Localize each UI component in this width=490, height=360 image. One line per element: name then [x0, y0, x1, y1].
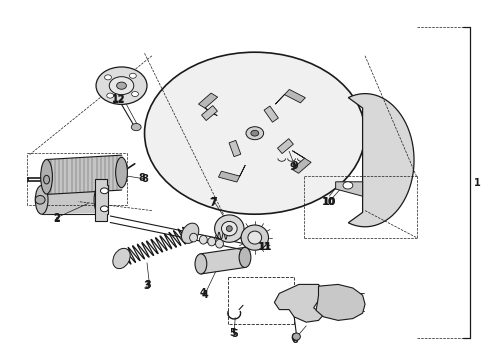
Polygon shape [42, 185, 100, 214]
Polygon shape [292, 151, 311, 173]
Ellipse shape [181, 223, 199, 243]
Ellipse shape [116, 157, 127, 188]
Ellipse shape [129, 73, 136, 78]
Text: 5: 5 [229, 328, 236, 338]
Ellipse shape [41, 159, 52, 194]
Polygon shape [47, 155, 122, 194]
Text: 9: 9 [292, 161, 298, 171]
Ellipse shape [239, 247, 251, 267]
Ellipse shape [107, 93, 114, 98]
Ellipse shape [208, 237, 216, 246]
Bar [201, 105, 218, 121]
Ellipse shape [215, 215, 244, 242]
Ellipse shape [251, 130, 259, 136]
Text: 11: 11 [259, 242, 272, 252]
Ellipse shape [35, 185, 48, 214]
Text: 11: 11 [258, 242, 271, 252]
Ellipse shape [248, 231, 262, 244]
Text: 10: 10 [321, 197, 335, 207]
Text: 5: 5 [231, 329, 238, 339]
Ellipse shape [113, 248, 130, 269]
Text: 12: 12 [112, 94, 126, 104]
Ellipse shape [216, 239, 223, 248]
Ellipse shape [145, 52, 365, 214]
Ellipse shape [44, 175, 49, 184]
Text: 2: 2 [53, 214, 60, 224]
Polygon shape [198, 93, 218, 116]
Text: 2: 2 [53, 213, 60, 223]
Bar [229, 140, 241, 157]
Ellipse shape [104, 75, 111, 80]
Text: 4: 4 [200, 288, 207, 298]
Ellipse shape [226, 226, 232, 231]
Ellipse shape [343, 182, 353, 189]
Ellipse shape [132, 91, 139, 96]
Polygon shape [95, 179, 108, 221]
Ellipse shape [117, 82, 126, 89]
Text: 6: 6 [292, 335, 298, 345]
Ellipse shape [131, 123, 141, 131]
Ellipse shape [94, 185, 107, 215]
Text: 6: 6 [291, 333, 297, 343]
Bar [277, 139, 294, 154]
Text: 1: 1 [474, 178, 481, 188]
Polygon shape [219, 165, 245, 182]
Ellipse shape [96, 67, 147, 104]
Polygon shape [336, 182, 363, 196]
Text: 4: 4 [201, 290, 208, 300]
Text: 9: 9 [290, 162, 296, 172]
Polygon shape [316, 284, 365, 320]
Ellipse shape [241, 225, 269, 250]
Polygon shape [275, 89, 305, 104]
Ellipse shape [35, 195, 45, 204]
Text: 3: 3 [144, 281, 150, 291]
Text: 10: 10 [322, 197, 336, 207]
Ellipse shape [100, 188, 108, 194]
Ellipse shape [246, 127, 264, 140]
Ellipse shape [293, 333, 300, 340]
Bar [264, 106, 278, 122]
Text: 7: 7 [210, 198, 217, 208]
Ellipse shape [100, 206, 108, 212]
Ellipse shape [221, 221, 237, 236]
Polygon shape [274, 284, 323, 322]
Text: 8: 8 [142, 174, 148, 184]
Text: 7: 7 [211, 197, 218, 207]
Ellipse shape [195, 254, 207, 274]
Text: 3: 3 [145, 280, 151, 291]
Ellipse shape [109, 77, 134, 95]
Polygon shape [348, 94, 414, 227]
Text: 8: 8 [139, 173, 146, 183]
Ellipse shape [199, 235, 207, 244]
Text: 12: 12 [112, 95, 126, 105]
Polygon shape [201, 247, 245, 274]
Ellipse shape [190, 233, 197, 242]
